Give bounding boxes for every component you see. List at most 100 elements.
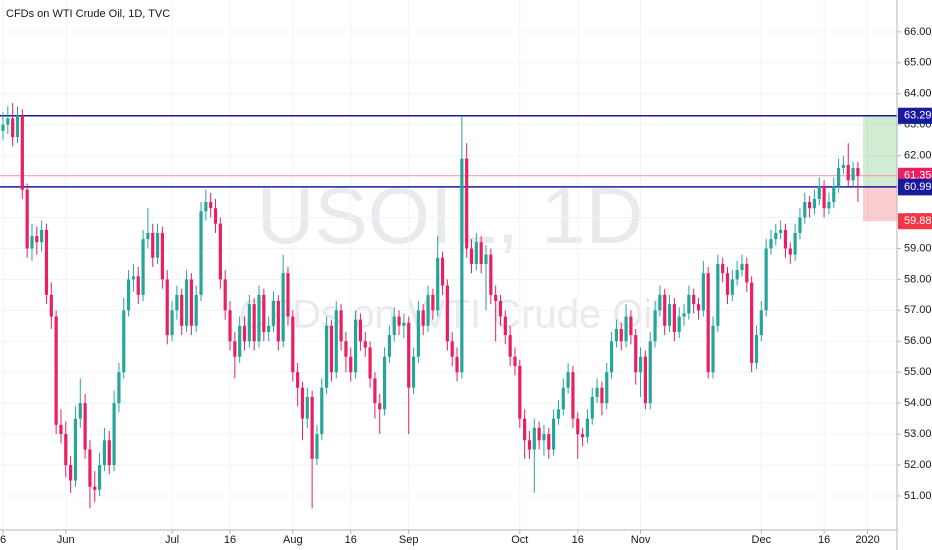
candle-body: [508, 335, 512, 357]
candle-body: [300, 387, 305, 419]
candle-body: [189, 279, 193, 326]
candle-body: [325, 325, 329, 388]
candle-body: [368, 347, 372, 379]
candle-body: [35, 236, 39, 243]
candle-body: [609, 341, 614, 373]
candle-body: [93, 486, 97, 490]
candle-body: [117, 372, 121, 404]
candle-body: [291, 316, 295, 373]
candle-body: [242, 325, 247, 342]
candle-body: [571, 372, 575, 419]
candle-body: [590, 396, 594, 419]
candle-body: [59, 424, 63, 435]
candle-body: [793, 232, 797, 255]
x-tick-label: 16: [818, 534, 830, 546]
candle-body: [783, 229, 788, 249]
candle-body: [209, 202, 213, 209]
candle-body: [426, 294, 430, 326]
candle-body: [165, 279, 169, 336]
candle-body: [407, 322, 411, 388]
candle-body: [440, 257, 445, 286]
candle-body: [151, 232, 155, 258]
x-tick-label: 2020: [855, 534, 879, 546]
candle-body: [769, 239, 773, 249]
candle-body: [329, 325, 334, 373]
y-tick-label: 53.00: [904, 428, 932, 440]
candle-body: [523, 418, 527, 441]
candle-body: [363, 341, 367, 348]
candle-body: [803, 202, 807, 218]
x-tick-label: Sep: [399, 534, 419, 546]
last-price-label: 61.35: [904, 170, 932, 182]
candle-body: [353, 319, 358, 373]
y-tick-label: 65.00: [904, 57, 932, 69]
candle-body: [547, 434, 551, 450]
candle-body: [696, 304, 701, 311]
candle-body: [537, 427, 541, 441]
candle-body: [692, 294, 696, 305]
horizontal-line-label: 63.29: [904, 110, 932, 122]
candle-body: [431, 294, 435, 311]
candle-body: [556, 409, 561, 419]
candle-body: [798, 217, 802, 233]
candle-body: [233, 341, 237, 357]
candle-body: [411, 356, 416, 388]
candle-body: [595, 387, 599, 397]
y-tick-label: 66.00: [904, 26, 932, 38]
candle-body: [15, 115, 20, 138]
candle-body: [213, 208, 218, 224]
stop-label: 59.88: [904, 215, 932, 227]
candle-body: [416, 310, 420, 357]
candle-body: [561, 387, 565, 410]
candle-body: [155, 232, 160, 258]
horizontal-line-label: 60.99: [904, 181, 932, 193]
candle-body: [262, 294, 266, 332]
candle-body: [136, 276, 140, 295]
candle-body: [489, 254, 493, 295]
candle-body: [455, 356, 459, 373]
candle-body: [808, 202, 812, 209]
candle-body: [160, 232, 164, 280]
candle-body: [421, 310, 425, 326]
candle-body: [436, 257, 440, 311]
candle-body: [194, 294, 198, 326]
candle-body: [223, 279, 227, 311]
stop-zone: [863, 187, 897, 222]
candle-body: [759, 310, 763, 336]
candle-body: [750, 282, 754, 363]
candle-body: [392, 316, 396, 336]
candle-body: [667, 304, 672, 326]
candle-body: [663, 294, 667, 326]
candle-body: [271, 301, 276, 326]
candle-body: [576, 418, 580, 435]
candle-body: [474, 242, 478, 264]
candle-body: [754, 335, 759, 363]
candle-body: [503, 316, 507, 336]
candle-body: [682, 313, 686, 317]
y-tick-label: 51.00: [904, 490, 932, 502]
candle-body: [402, 322, 406, 326]
candle-body: [836, 168, 841, 187]
candle-body: [358, 319, 363, 342]
candle-body: [305, 396, 309, 419]
x-tick-label: Aug: [283, 534, 303, 546]
candle-body: [73, 418, 78, 481]
candle-body: [102, 440, 107, 466]
candle-body: [711, 325, 715, 373]
candle-body: [247, 304, 251, 342]
candle-body: [98, 465, 102, 490]
candle-body: [856, 168, 860, 176]
candle-body: [745, 263, 749, 283]
candle-body: [276, 301, 280, 342]
candle-body: [170, 310, 174, 336]
candle-body: [11, 118, 15, 138]
candle-body: [672, 304, 676, 332]
candle-body: [387, 335, 391, 357]
candle-body: [450, 341, 454, 357]
candle-body: [479, 242, 483, 264]
candle-body: [566, 372, 570, 388]
candle-body: [706, 273, 710, 373]
candle-body: [64, 434, 68, 466]
candle-body: [228, 310, 232, 342]
candle-body: [78, 403, 82, 419]
